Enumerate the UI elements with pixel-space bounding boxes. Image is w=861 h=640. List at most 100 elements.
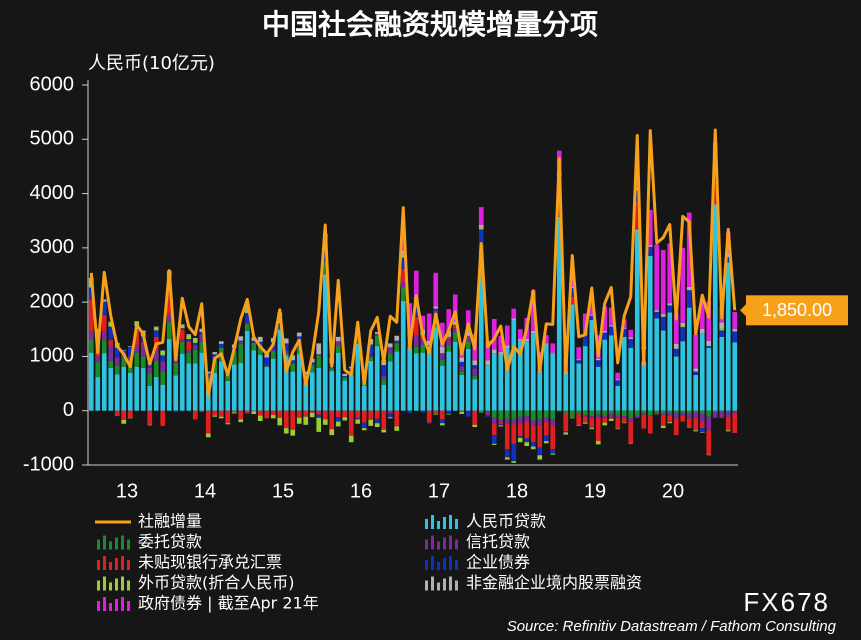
bar-segment	[218, 361, 224, 411]
legend-swatch	[115, 558, 118, 570]
bar-segment	[719, 411, 725, 417]
bar-segment	[413, 317, 419, 336]
bar-segment	[680, 341, 686, 411]
bar-segment	[420, 352, 426, 411]
bar-segment	[569, 410, 575, 418]
legend-swatch	[121, 597, 124, 611]
bar-segment	[686, 307, 692, 411]
bar-segment	[231, 364, 237, 411]
bar-segment	[699, 413, 705, 422]
bar-segment	[108, 360, 114, 368]
bar-segment	[166, 284, 172, 315]
bar-segment	[485, 365, 491, 411]
legend-swatch	[97, 580, 100, 591]
bar-segment	[244, 313, 250, 323]
bar-segment	[563, 410, 569, 414]
bar-segment	[329, 429, 335, 436]
bar-segment	[179, 341, 185, 354]
bar-segment	[348, 435, 354, 443]
bar-segment	[712, 204, 718, 411]
bar-segment	[693, 368, 699, 372]
bar-segment	[231, 412, 237, 414]
bar-segment	[218, 347, 224, 348]
bar-segment	[615, 372, 621, 380]
bar-segment	[634, 410, 640, 416]
bar-segment	[335, 336, 341, 342]
bar-segment	[725, 416, 731, 431]
bar-segment	[511, 320, 517, 411]
bar-segment	[524, 410, 530, 417]
legend-swatch	[437, 562, 440, 570]
bar-segment	[712, 181, 718, 205]
bar-segment	[179, 324, 185, 326]
bar-segment	[101, 301, 107, 316]
bar-segment	[433, 306, 439, 309]
bar-segment	[556, 216, 562, 411]
legend-label: 人民币贷款	[466, 512, 546, 531]
bar-segment	[121, 366, 127, 411]
bar-segment	[101, 353, 107, 411]
bar-segment	[615, 410, 621, 416]
bar-segment	[517, 417, 523, 424]
bar-segment	[459, 411, 465, 414]
bar-segment	[680, 412, 686, 416]
bar-segment	[264, 366, 270, 411]
bar-segment	[485, 410, 491, 412]
bar-segment	[355, 419, 361, 424]
bar-segment	[459, 361, 465, 367]
bar-segment	[517, 329, 523, 340]
bar-segment	[732, 328, 738, 332]
bar-segment	[186, 341, 192, 351]
bar-segment	[634, 187, 640, 190]
bar-segment	[296, 417, 302, 424]
bar-segment	[212, 354, 218, 357]
bar-segment	[511, 419, 517, 425]
bar-segment	[491, 410, 497, 418]
bar-segment	[465, 410, 471, 412]
bar-segment	[88, 339, 94, 353]
bar-segment	[550, 353, 556, 411]
bar-segment	[413, 353, 419, 411]
bar-segment	[576, 413, 582, 426]
bar-segment	[706, 454, 712, 456]
bar-segment	[95, 356, 101, 362]
bar-segment	[543, 422, 549, 436]
bar-segment	[238, 340, 244, 342]
x-tick-label: 14	[194, 480, 216, 502]
bar-segment	[231, 351, 237, 365]
bar-segment	[413, 270, 419, 298]
bar-segment	[192, 345, 198, 350]
bar-segment	[680, 410, 686, 413]
bar-segment	[628, 337, 634, 340]
bar-segment	[283, 410, 289, 429]
bar-segment	[472, 365, 478, 369]
bar-segment	[400, 250, 406, 255]
bar-segment	[472, 360, 478, 366]
bar-segment	[205, 433, 211, 438]
bar-segment	[446, 413, 452, 415]
bar-segment	[517, 410, 523, 418]
bar-segment	[530, 410, 536, 421]
bar-segment	[277, 323, 283, 327]
bar-segment	[699, 328, 705, 334]
bar-segment	[478, 251, 484, 411]
bar-segment	[654, 244, 660, 310]
bar-segment	[108, 367, 114, 411]
bar-segment	[576, 413, 582, 414]
bar-segment	[400, 301, 406, 411]
bar-segment	[621, 418, 627, 423]
bar-segment	[433, 327, 439, 411]
bar-segment	[634, 229, 640, 411]
bar-segment	[394, 340, 400, 343]
bar-segment	[127, 410, 133, 418]
bar-segment	[108, 345, 114, 361]
bar-segment	[179, 329, 185, 340]
bar-segment	[140, 330, 146, 331]
bar-segment	[686, 290, 692, 308]
bar-segment	[257, 410, 263, 416]
bar-segment	[634, 189, 640, 191]
bar-segment	[673, 418, 679, 436]
bar-segment	[511, 443, 517, 462]
bar-segment	[270, 410, 276, 416]
bar-segment	[270, 358, 276, 411]
